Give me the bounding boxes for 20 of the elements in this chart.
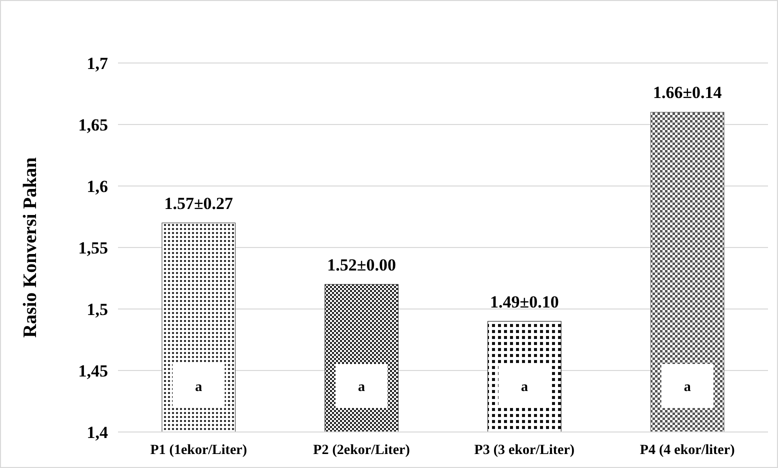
x-tick-label: P4 (4 ekor/liter) xyxy=(640,443,736,458)
y-tick-label: 1,6 xyxy=(86,176,108,196)
data-label: 1.49±0.10 xyxy=(490,292,559,312)
x-tick-label: P3 (3 ekor/Liter) xyxy=(474,443,575,458)
annotation: a xyxy=(358,380,366,395)
y-tick-label: 1,7 xyxy=(86,54,108,73)
data-label: 1.66±0.14 xyxy=(652,83,722,102)
annotation: a xyxy=(520,380,528,395)
x-tick-label: P2 (2ekor/Liter) xyxy=(313,443,410,458)
annotation: a xyxy=(684,380,691,395)
y-tick-label: 1,55 xyxy=(78,238,108,258)
data-label: 1.52±0.00 xyxy=(327,255,396,274)
y-axis-title: Rasio Konversi Pakan xyxy=(20,156,41,338)
y-tick-label: 1,5 xyxy=(86,300,108,319)
data-label: 1.57±0.27 xyxy=(164,194,234,213)
annotation: a xyxy=(195,380,202,395)
y-tick-label: 1,4 xyxy=(86,422,108,442)
x-tick-label: P1 (1ekor/Liter) xyxy=(150,443,248,458)
y-tick-label: 1,65 xyxy=(78,115,108,134)
y-tick-label: 1,45 xyxy=(78,361,108,380)
